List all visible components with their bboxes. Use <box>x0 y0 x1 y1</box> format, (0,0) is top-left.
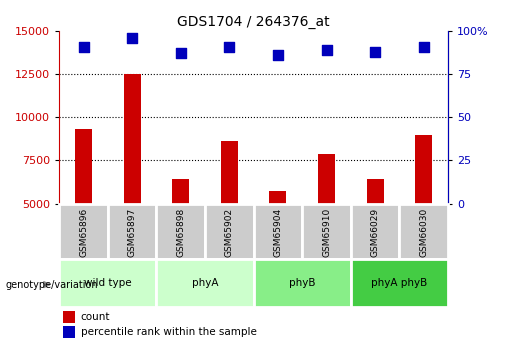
Bar <box>269 190 286 204</box>
Text: phyA: phyA <box>192 278 218 288</box>
Bar <box>221 141 238 204</box>
Bar <box>75 129 92 204</box>
Bar <box>59 204 108 259</box>
Text: wild type: wild type <box>84 278 132 288</box>
Bar <box>351 259 448 307</box>
Point <box>79 44 88 49</box>
Bar <box>400 204 448 259</box>
Point <box>322 47 331 53</box>
Bar <box>157 204 205 259</box>
Bar <box>351 204 400 259</box>
Text: GSM65910: GSM65910 <box>322 208 331 257</box>
Point <box>225 44 233 49</box>
Bar <box>318 154 335 204</box>
Point <box>274 52 282 58</box>
Text: phyB: phyB <box>289 278 316 288</box>
Title: GDS1704 / 264376_at: GDS1704 / 264376_at <box>177 14 330 29</box>
Text: GSM65904: GSM65904 <box>273 208 282 257</box>
Text: genotype/variation: genotype/variation <box>5 280 98 289</box>
Bar <box>253 259 351 307</box>
Text: GSM65902: GSM65902 <box>225 208 234 257</box>
Text: GSM66029: GSM66029 <box>371 208 380 257</box>
Bar <box>108 204 157 259</box>
Bar <box>124 74 141 204</box>
Text: phyA phyB: phyA phyB <box>371 278 427 288</box>
Point <box>371 49 379 55</box>
Text: percentile rank within the sample: percentile rank within the sample <box>81 327 256 337</box>
Bar <box>63 326 75 338</box>
Bar <box>157 259 253 307</box>
Text: GSM66030: GSM66030 <box>419 208 428 257</box>
Text: GSM65898: GSM65898 <box>176 208 185 257</box>
Point <box>128 35 136 41</box>
Point <box>177 51 185 56</box>
Bar <box>367 179 384 204</box>
Bar <box>253 204 302 259</box>
Bar <box>172 179 189 204</box>
Bar <box>302 204 351 259</box>
Text: count: count <box>81 312 110 322</box>
Bar <box>63 310 75 323</box>
Bar <box>59 259 157 307</box>
Bar <box>415 135 432 204</box>
Text: GSM65896: GSM65896 <box>79 208 88 257</box>
Bar <box>205 204 253 259</box>
Point <box>420 44 428 49</box>
Text: GSM65897: GSM65897 <box>128 208 136 257</box>
